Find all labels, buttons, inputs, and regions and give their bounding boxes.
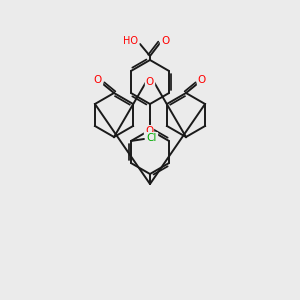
Text: Cl: Cl bbox=[147, 133, 157, 143]
Text: O: O bbox=[198, 75, 206, 85]
Text: O: O bbox=[145, 126, 153, 136]
Text: O: O bbox=[146, 77, 154, 87]
Text: HO: HO bbox=[124, 36, 139, 46]
Text: O: O bbox=[94, 75, 102, 85]
Text: O: O bbox=[161, 36, 169, 46]
